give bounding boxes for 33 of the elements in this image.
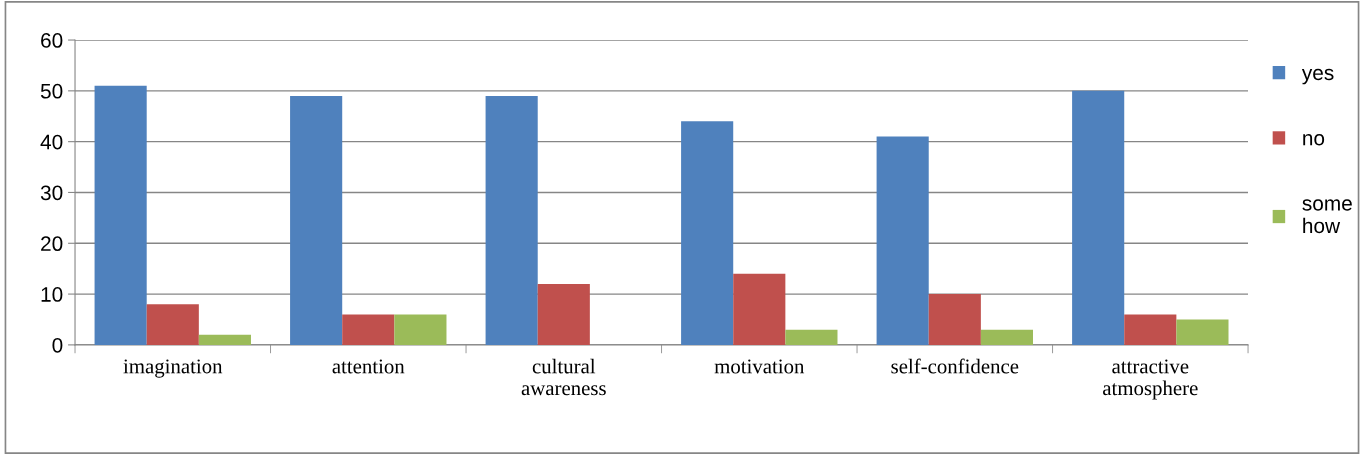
- bar: [485, 95, 538, 345]
- x-tick-label: imagination: [123, 359, 223, 378]
- bar: [342, 314, 395, 345]
- bar: [681, 121, 734, 345]
- y-tick-label: 20: [41, 236, 63, 252]
- legend-label: no: [1303, 134, 1325, 146]
- bar: [785, 329, 838, 345]
- y-tick-label: 30: [40, 185, 63, 201]
- x-tick-label: motivation: [714, 359, 805, 374]
- bar: [928, 294, 981, 345]
- bar: [733, 273, 786, 345]
- bar: [1176, 319, 1229, 345]
- y-tick-label: 60: [41, 33, 63, 48]
- bar: [980, 329, 1033, 345]
- legend-label: some how: [1302, 199, 1352, 234]
- y-tick-label: 50: [40, 83, 63, 99]
- legend-label: yes: [1301, 68, 1334, 85]
- y-tick-label: 40: [40, 134, 63, 150]
- x-tick-label: self-confidence: [891, 358, 1019, 374]
- bar: [394, 314, 447, 345]
- bar: [290, 95, 343, 345]
- bar: [146, 304, 199, 345]
- x-tick-label: attractive atmosphere: [1103, 359, 1198, 400]
- x-tick-label: attention: [332, 359, 405, 374]
- bar: [876, 136, 929, 345]
- bar: [1072, 90, 1125, 345]
- bar: [537, 283, 590, 345]
- bar: [1124, 314, 1177, 345]
- y-tick-label: 0: [52, 337, 63, 353]
- y-tick-label: 10: [41, 287, 63, 302]
- bar: [198, 334, 251, 345]
- bar: [94, 85, 147, 345]
- x-tick-label: cultural awareness: [521, 358, 606, 396]
